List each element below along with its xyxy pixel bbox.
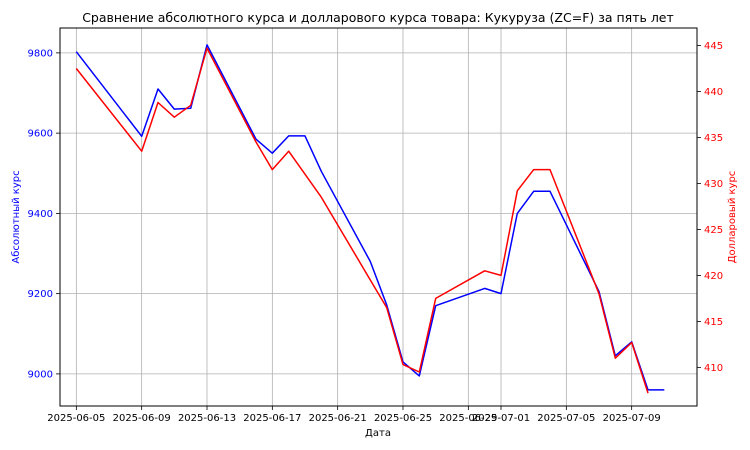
x-axis-ticks: 2025-06-05 2025-06-09 2025-06-13 2025-06-17…: [47, 406, 661, 424]
x-tick-label: 2025-07-09: [603, 413, 661, 424]
right-tick-label: 430: [704, 179, 723, 190]
x-tick-label: 2025-06-13: [178, 413, 236, 424]
left-axis-title: Абсолютный курс: [11, 170, 22, 263]
right-tick-label: 410: [704, 363, 723, 374]
right-tick-label: 420: [704, 271, 723, 282]
x-tick-label: 2025-06-17: [243, 413, 301, 424]
dollar-price-line: [75, 47, 649, 394]
x-tick-label: 2025-07-05: [537, 413, 595, 424]
absolute-price-line: [75, 44, 665, 391]
grid-layer: [60, 28, 697, 406]
right-tick-label: 435: [704, 133, 723, 144]
series-layer: [75, 44, 665, 394]
right-axis-title: Долларовый курс: [727, 171, 738, 264]
left-tick-label: 9600: [28, 129, 53, 140]
right-axis-ticks: 410 415 420 425 430 435 440 445: [697, 41, 723, 374]
left-axis-ticks: 9000 9200 9400 9600 9800: [28, 48, 60, 380]
plot-frame: [59, 27, 698, 407]
left-tick-label: 9000: [28, 369, 53, 380]
right-tick-label: 425: [704, 225, 723, 236]
right-tick-label: 440: [704, 87, 723, 98]
x-tick-label: 2025-06-09: [113, 413, 171, 424]
x-axis-title: Дата: [365, 428, 391, 439]
x-tick-label: 2025-07-01: [472, 413, 530, 424]
x-tick-label: 2025-06-29: [439, 413, 497, 424]
x-tick-label: 2025-06-21: [309, 413, 367, 424]
chart-title: Сравнение абсолютного курса и долларовог…: [82, 10, 674, 25]
x-tick-label: 2025-06-25: [374, 413, 432, 424]
left-tick-label: 9400: [28, 209, 53, 220]
x-tick-label: 2025-06-05: [47, 413, 105, 424]
left-tick-label: 9200: [28, 289, 53, 300]
right-tick-label: 415: [704, 317, 723, 328]
right-tick-label: 445: [704, 41, 723, 52]
left-tick-label: 9800: [28, 48, 53, 59]
